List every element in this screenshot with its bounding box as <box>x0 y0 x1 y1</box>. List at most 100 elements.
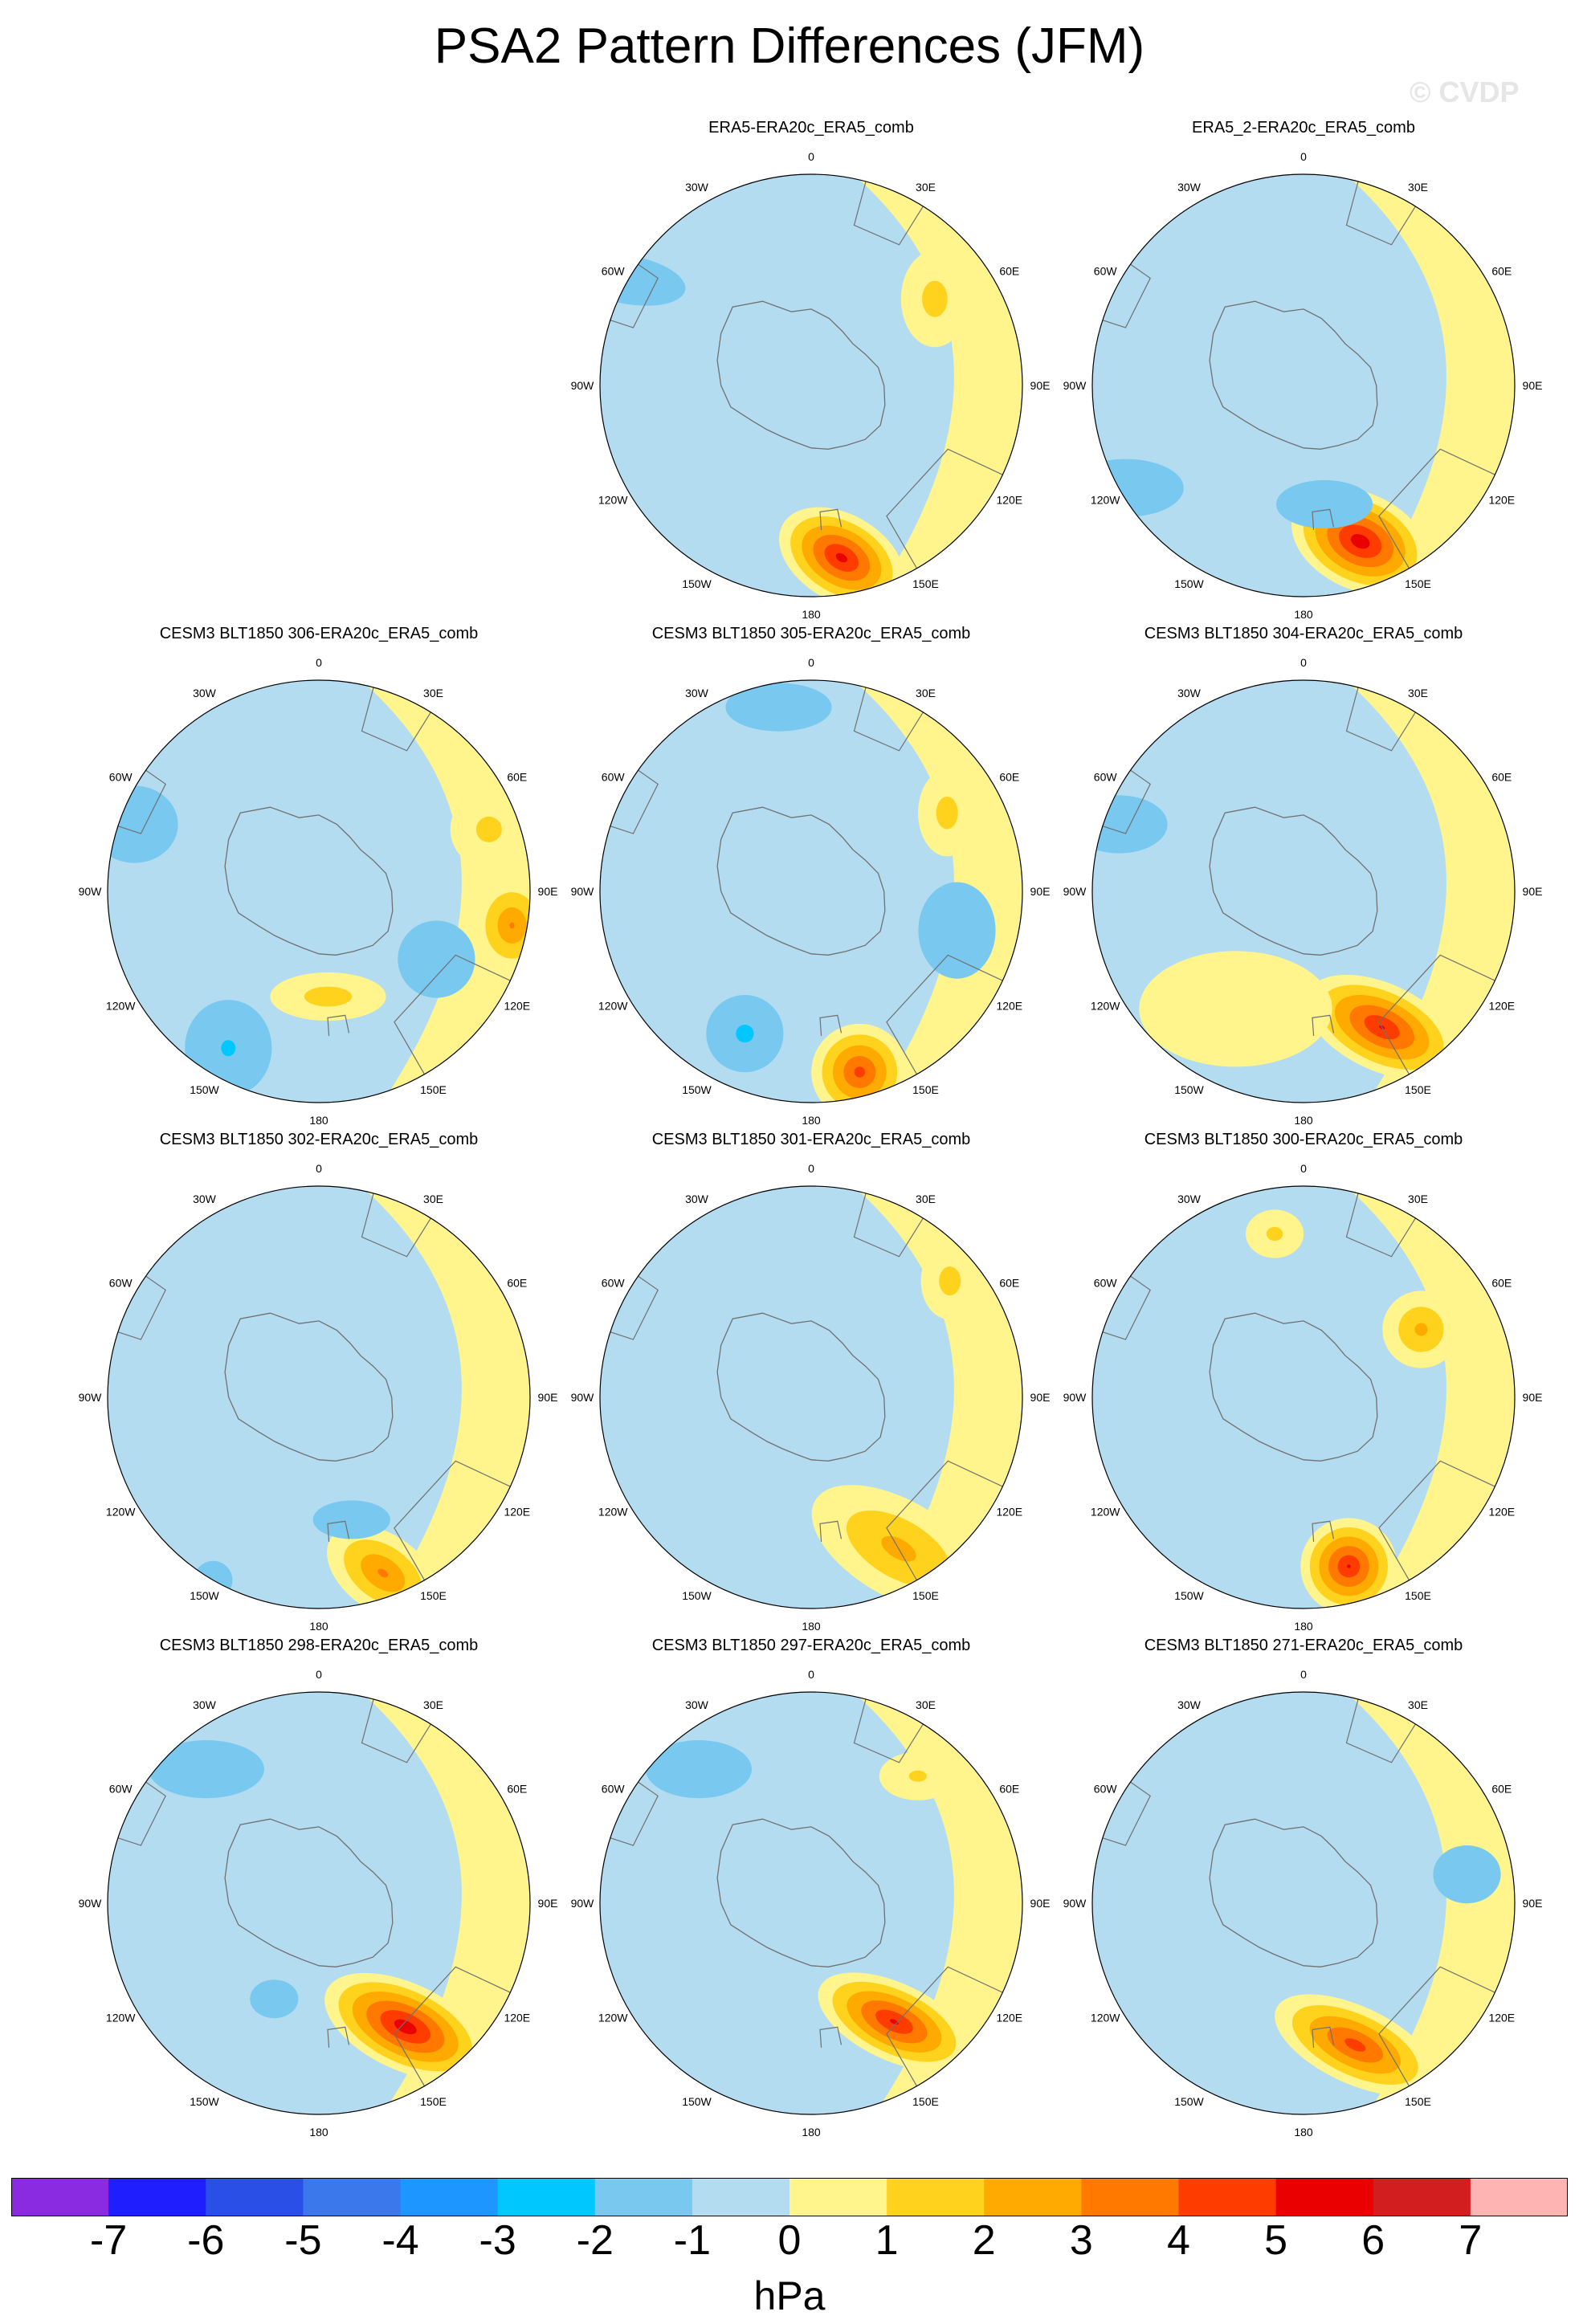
longitude-label: 90W <box>1063 885 1087 898</box>
colorbar <box>11 2178 1568 2216</box>
longitude-label: 0 <box>808 150 814 163</box>
colorbar-tick-labels: -7 -6 -5 -4 -3 -2 -1 0 1 2 3 4 5 6 7 <box>0 2216 1579 2273</box>
map-panel: CESM3 BLT1850 300-ERA20c_ERA5_comb 0 30E 60… <box>1055 1131 1552 1637</box>
longitude-label: 30W <box>193 687 217 699</box>
positive-region <box>853 174 1022 597</box>
longitude-label: 180 <box>309 2126 328 2138</box>
background-field <box>600 680 1022 1103</box>
negative-anomaly-contour <box>679 1758 719 1780</box>
colorbar-tick: 7 <box>1459 2217 1483 2264</box>
longitude-label: 30W <box>685 1698 709 1711</box>
map-border <box>599 1185 1023 1609</box>
longitude-label: 0 <box>808 1668 814 1681</box>
longitude-label: 90W <box>79 885 103 898</box>
background-field <box>1092 174 1515 597</box>
longitude-label: 60W <box>109 1277 133 1290</box>
map-panel: CESM3 BLT1850 305-ERA20c_ERA5_comb 0 30E 60… <box>562 625 1060 1131</box>
longitude-label: 90E <box>1523 885 1543 898</box>
polar-map: 0 30E 60E 90E 120E 150E 180 150W 120W 90W 60W 30W <box>1063 656 1543 1127</box>
negative-anomaly-contour <box>423 946 450 972</box>
positive-anomaly-contour <box>394 2019 417 2035</box>
map-panel: ERA5_2-ERA20c_ERA5_comb 0 30E 60E 90E 120E 150… <box>1055 119 1552 625</box>
longitude-label: 90W <box>1063 379 1087 392</box>
longitude-label: 30W <box>1177 1193 1202 1205</box>
colorbar-tick: -5 <box>284 2217 322 2264</box>
map-panel: CESM3 BLT1850 271-ERA20c_ERA5_comb 0 30E 60… <box>1055 1637 1552 2143</box>
colorbar-tick: -7 <box>90 2217 128 2264</box>
longitude-label: 30E <box>916 1698 936 1711</box>
longitude-label: 60E <box>1491 1277 1512 1290</box>
new-zealand-coastline <box>1312 508 1335 530</box>
antarctica-coastline <box>224 1818 394 1967</box>
longitude-label: 30E <box>423 1698 443 1711</box>
colorbar-tick: 5 <box>1264 2217 1288 2264</box>
positive-anomaly-contour <box>509 922 515 929</box>
positive-region <box>853 680 1022 1103</box>
longitude-label: 60W <box>1094 265 1118 278</box>
longitude-label: 90W <box>571 379 595 392</box>
background-field <box>108 680 530 1103</box>
panel-title: ERA5_2-ERA20c_ERA5_comb <box>1192 119 1415 137</box>
colorbar-swatch <box>11 2178 109 2216</box>
positive-anomaly-contour <box>936 797 958 830</box>
longitude-label: 30W <box>193 1193 217 1205</box>
longitude-label: 0 <box>1300 1162 1307 1175</box>
longitude-label: 0 <box>808 1162 814 1175</box>
longitude-label: 120E <box>1488 1000 1515 1013</box>
colorbar-swatch <box>497 2178 596 2216</box>
colorbar-swatch <box>1275 2178 1374 2216</box>
longitude-label: 60E <box>507 771 527 784</box>
longitude-label: 90W <box>571 885 595 898</box>
positive-anomaly-contour <box>304 986 353 1007</box>
longitude-label: 60E <box>999 771 1019 784</box>
positive-anomaly-contour <box>1350 534 1370 549</box>
longitude-label: 120W <box>106 2012 136 2024</box>
longitude-label: 0 <box>316 656 322 669</box>
longitude-label: 30W <box>1177 687 1202 699</box>
colorbar-swatch <box>303 2178 402 2216</box>
longitude-label: 30W <box>685 181 709 194</box>
negative-anomaly-contour <box>342 1515 361 1524</box>
longitude-label: 150E <box>1405 1083 1431 1096</box>
map-panel: CESM3 BLT1850 304-ERA20c_ERA5_comb 0 30E 60… <box>1055 625 1552 1131</box>
longitude-label: 150E <box>912 1083 939 1096</box>
longitude-label: 90E <box>1523 379 1543 392</box>
longitude-label: 60W <box>602 265 626 278</box>
colorbar-tick: -4 <box>381 2217 419 2264</box>
longitude-label: 150E <box>1405 2095 1431 2108</box>
longitude-label: 30E <box>1408 687 1428 699</box>
map-border <box>107 679 531 1103</box>
antarctica-coastline <box>716 300 886 450</box>
longitude-label: 150E <box>912 1589 939 1602</box>
polar-map: 0 30E 60E 90E 120E 150E 180 150W 120W 90W 60W 30W <box>571 1162 1051 1633</box>
new-zealand-coastline <box>327 1014 350 1036</box>
longitude-label: 30E <box>423 1193 443 1205</box>
antarctica-coastline <box>716 1818 886 1967</box>
positive-anomaly-contour <box>377 1568 389 1578</box>
longitude-label: 120W <box>598 1506 628 1519</box>
polar-map: 0 30E 60E 90E 120E 150E 180 150W 120W 90W 60W 30W <box>571 1668 1051 2138</box>
longitude-label: 30E <box>916 687 936 699</box>
new-zealand-coastline <box>819 2026 843 2048</box>
longitude-label: 120E <box>1488 1506 1515 1519</box>
longitude-label: 120E <box>996 1506 1022 1519</box>
panel-title: CESM3 BLT1850 271-ERA20c_ERA5_comb <box>1144 1637 1463 1654</box>
longitude-label: 120W <box>106 1506 136 1519</box>
longitude-label: 0 <box>316 1668 322 1681</box>
longitude-label: 30W <box>193 1698 217 1711</box>
new-zealand-coastline <box>327 1520 350 1542</box>
map-border <box>107 1185 531 1609</box>
positive-anomaly-contour <box>854 1066 865 1078</box>
longitude-label: 90E <box>1523 1897 1543 1910</box>
positive-region <box>853 1692 1022 2114</box>
panel-title: CESM3 BLT1850 302-ERA20c_ERA5_comb <box>159 1131 479 1148</box>
longitude-label: 90E <box>538 1897 558 1910</box>
colorbar-swatch <box>692 2178 790 2216</box>
longitude-label: 0 <box>316 1162 322 1175</box>
longitude-label: 180 <box>802 608 821 621</box>
polar-map: 0 30E 60E 90E 120E 150E 180 150W 120W 90W 60W 30W <box>79 1668 558 2138</box>
map-border <box>1091 1185 1516 1609</box>
longitude-label: 180 <box>802 1620 821 1633</box>
longitude-label: 150E <box>912 577 939 590</box>
longitude-label: 120E <box>504 1000 530 1013</box>
